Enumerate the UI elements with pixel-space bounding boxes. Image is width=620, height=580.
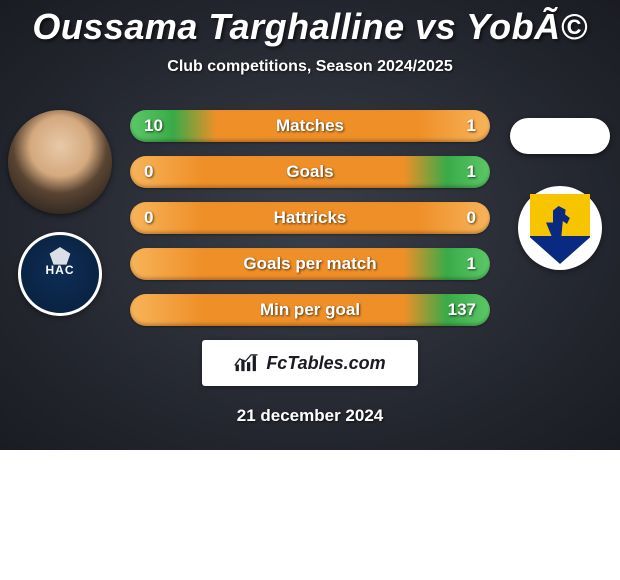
stat-label: Goals per match (130, 248, 490, 280)
stat-row-matches: 10 1Matches (130, 110, 490, 142)
right-player-avatar (510, 118, 610, 154)
brand-badge[interactable]: FcTables.com (202, 340, 418, 386)
right-club-crest (518, 186, 602, 270)
stat-pill-list: 101Matches01Goals00Hattricks1Goals per m… (130, 110, 490, 326)
stat-right-value: 0 (467, 202, 476, 234)
left-player-column (0, 110, 120, 316)
left-club-crest (18, 232, 102, 316)
stat-label: Matches (130, 110, 490, 142)
stat-left-value: 0 (144, 156, 153, 188)
brand-text: FcTables.com (266, 353, 385, 374)
stat-right-value: 137 (448, 294, 476, 326)
stat-right-value: 1 (467, 248, 476, 280)
stat-label: Min per goal (130, 294, 490, 326)
stat-row-goals: 0 1Goals (130, 156, 490, 188)
stat-row-mpg: 137Min per goal (130, 294, 490, 326)
stat-left-value: 0 (144, 202, 153, 234)
stat-row-gpm: 1Goals per match (130, 248, 490, 280)
left-player-avatar (8, 110, 112, 214)
stat-row-hattricks: 0 0Hattricks (130, 202, 490, 234)
stat-label: Goals (130, 156, 490, 188)
stat-right-value: 1 (467, 110, 476, 142)
stat-label: Hattricks (130, 202, 490, 234)
bar-chart-icon (234, 352, 260, 374)
comparison-card: Oussama Targhalline vs YobÃ© Club compet… (0, 0, 620, 450)
page-title: Oussama Targhalline vs YobÃ© (0, 0, 620, 48)
right-player-column (500, 110, 620, 270)
content-area: 101Matches01Goals00Hattricks1Goals per m… (0, 110, 620, 426)
stat-right-value: 1 (467, 156, 476, 188)
subtitle: Club competitions, Season 2024/2025 (0, 58, 620, 76)
stat-left-value: 10 (144, 110, 163, 142)
date-text: 21 december 2024 (0, 406, 620, 426)
